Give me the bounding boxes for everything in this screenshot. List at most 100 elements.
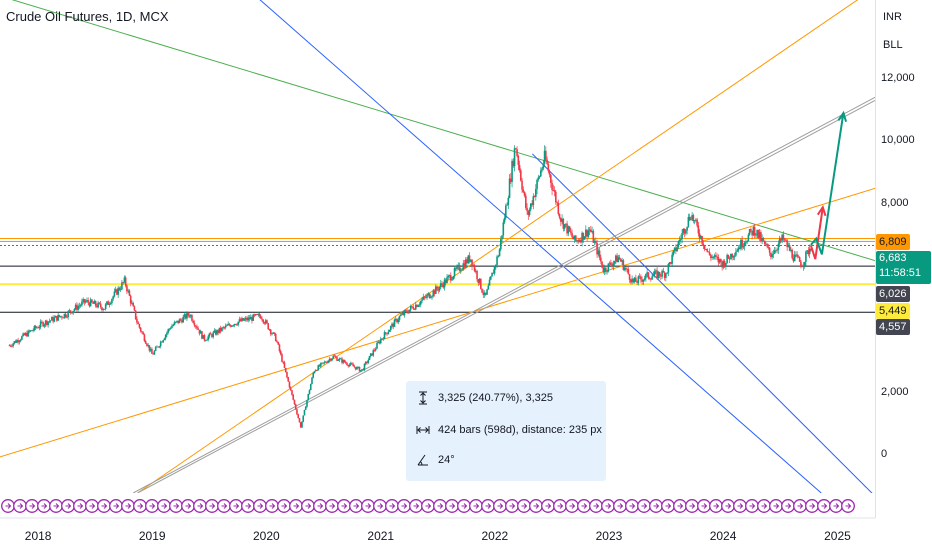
event-marker[interactable] (1, 499, 15, 513)
trend-line[interactable] (532, 153, 875, 496)
event-marker[interactable] (841, 499, 855, 513)
candle (29, 330, 32, 333)
event-marker[interactable] (229, 499, 243, 513)
event-marker[interactable] (373, 499, 387, 513)
trend-line[interactable] (137, 0, 862, 493)
event-marker[interactable] (565, 499, 579, 513)
candle (467, 254, 470, 265)
event-marker[interactable] (73, 499, 87, 513)
event-marker[interactable] (505, 499, 519, 513)
event-marker[interactable] (289, 499, 303, 513)
event-marker[interactable] (337, 499, 351, 513)
projection-path[interactable] (810, 112, 845, 255)
event-marker[interactable] (145, 499, 159, 513)
event-marker[interactable] (361, 499, 375, 513)
event-marker[interactable] (673, 499, 687, 513)
event-marker[interactable] (457, 499, 471, 513)
candle (89, 297, 92, 307)
trend-line[interactable] (0, 187, 875, 458)
event-marker[interactable] (745, 499, 759, 513)
event-marker[interactable] (649, 499, 663, 513)
event-marker[interactable] (385, 499, 399, 513)
candle (419, 300, 422, 308)
trend-line[interactable] (132, 96, 875, 493)
event-marker[interactable] (781, 499, 795, 513)
candle (700, 235, 702, 240)
candle (111, 298, 113, 306)
event-marker[interactable] (793, 499, 807, 513)
event-marker[interactable] (817, 499, 831, 513)
candle (128, 289, 131, 296)
event-marker[interactable] (613, 499, 627, 513)
event-marker[interactable] (193, 499, 207, 513)
event-marker[interactable] (529, 499, 543, 513)
candle (476, 269, 478, 282)
candle (374, 346, 377, 352)
event-marker[interactable] (133, 499, 147, 513)
event-marker[interactable] (589, 499, 603, 513)
event-marker[interactable] (517, 499, 531, 513)
candle (632, 278, 635, 284)
event-marker[interactable] (469, 499, 483, 513)
event-marker[interactable] (493, 499, 507, 513)
candle (605, 267, 607, 275)
event-marker[interactable] (697, 499, 711, 513)
event-marker[interactable] (601, 499, 615, 513)
event-marker[interactable] (541, 499, 555, 513)
event-marker[interactable] (685, 499, 699, 513)
event-marker[interactable] (805, 499, 819, 513)
event-marker[interactable] (25, 499, 39, 513)
event-marker[interactable] (301, 499, 315, 513)
event-marker[interactable] (61, 499, 75, 513)
event-marker[interactable] (253, 499, 267, 513)
measure-unit-button[interactable]: BLL (883, 39, 903, 51)
event-marker[interactable] (49, 499, 63, 513)
event-marker[interactable] (121, 499, 135, 513)
event-marker[interactable] (661, 499, 675, 513)
event-marker[interactable] (157, 499, 171, 513)
candle (688, 213, 691, 222)
event-marker[interactable] (169, 499, 183, 513)
event-marker[interactable] (109, 499, 123, 513)
candle (53, 315, 56, 323)
trend-line[interactable] (257, 0, 822, 493)
trend-line[interactable] (137, 100, 875, 493)
event-marker[interactable] (37, 499, 51, 513)
candle (565, 223, 567, 228)
event-marker[interactable] (205, 499, 219, 513)
event-marker[interactable] (553, 499, 567, 513)
event-marker[interactable] (265, 499, 279, 513)
trend-line[interactable] (3, 0, 875, 262)
event-marker[interactable] (409, 499, 423, 513)
event-marker[interactable] (397, 499, 411, 513)
event-marker[interactable] (13, 499, 27, 513)
event-marker[interactable] (181, 499, 195, 513)
event-marker[interactable] (325, 499, 339, 513)
event-marker[interactable] (733, 499, 747, 513)
currency-unit-button[interactable]: INR (883, 11, 902, 23)
event-marker[interactable] (85, 499, 99, 513)
event-marker[interactable] (769, 499, 783, 513)
event-marker[interactable] (757, 499, 771, 513)
event-marker[interactable] (709, 499, 723, 513)
event-marker[interactable] (433, 499, 447, 513)
event-marker[interactable] (577, 499, 591, 513)
event-marker[interactable] (97, 499, 111, 513)
event-marker[interactable] (637, 499, 651, 513)
event-marker[interactable] (241, 499, 255, 513)
candle (630, 278, 632, 285)
event-marker[interactable] (721, 499, 735, 513)
event-marker[interactable] (217, 499, 231, 513)
event-marker[interactable] (277, 499, 291, 513)
event-marker[interactable] (313, 499, 327, 513)
candle (233, 323, 236, 328)
event-marker[interactable] (349, 499, 363, 513)
bars-range-icon (416, 426, 430, 434)
event-marker[interactable] (829, 499, 843, 513)
projection-path[interactable] (809, 207, 824, 260)
event-marker[interactable] (421, 499, 435, 513)
event-marker[interactable] (625, 499, 639, 513)
event-marker[interactable] (445, 499, 459, 513)
event-marker[interactable] (481, 499, 495, 513)
